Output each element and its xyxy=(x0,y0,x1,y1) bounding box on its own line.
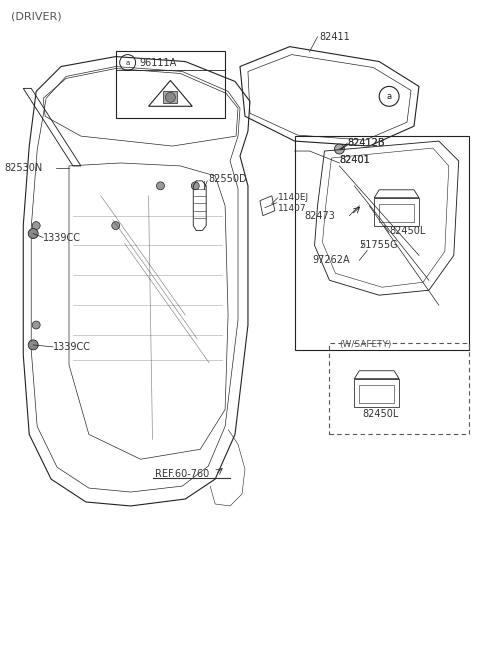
Circle shape xyxy=(156,182,165,190)
Bar xyxy=(164,92,178,103)
Text: (DRIVER): (DRIVER) xyxy=(12,12,62,22)
Bar xyxy=(374,198,419,225)
Text: a: a xyxy=(386,92,392,101)
Bar xyxy=(295,136,468,350)
Circle shape xyxy=(112,221,120,229)
Text: 1140EJ: 1140EJ xyxy=(278,193,309,202)
Circle shape xyxy=(192,182,199,190)
Bar xyxy=(354,379,399,407)
Text: 1339CC: 1339CC xyxy=(53,342,91,352)
Circle shape xyxy=(32,321,40,329)
Text: 82412B: 82412B xyxy=(348,138,385,148)
Text: 82412B: 82412B xyxy=(348,138,385,148)
Text: 82401: 82401 xyxy=(339,155,370,165)
Text: 82530N: 82530N xyxy=(4,163,43,173)
Text: a: a xyxy=(126,60,130,66)
Text: 97262A: 97262A xyxy=(312,255,350,265)
Text: 82411: 82411 xyxy=(320,31,350,42)
Bar xyxy=(116,50,225,118)
Text: 11407: 11407 xyxy=(278,204,306,213)
Text: 82450L: 82450L xyxy=(362,409,399,419)
Text: 1339CC: 1339CC xyxy=(43,233,81,242)
Text: 82550D: 82550D xyxy=(208,174,247,184)
Text: 82473: 82473 xyxy=(305,211,336,221)
Text: 51755G: 51755G xyxy=(360,240,398,250)
Circle shape xyxy=(335,144,344,154)
Circle shape xyxy=(28,229,38,238)
Bar xyxy=(379,204,414,221)
Bar xyxy=(329,343,468,434)
Text: 82450L: 82450L xyxy=(389,225,425,236)
Text: (W/SAFETY): (W/SAFETY) xyxy=(339,341,392,349)
Text: 82401: 82401 xyxy=(339,155,370,165)
Text: REF.60-760: REF.60-760 xyxy=(156,469,210,479)
Bar xyxy=(360,384,394,403)
Circle shape xyxy=(166,92,175,102)
Circle shape xyxy=(32,221,40,229)
Text: 96111A: 96111A xyxy=(140,58,177,67)
Circle shape xyxy=(28,340,38,350)
